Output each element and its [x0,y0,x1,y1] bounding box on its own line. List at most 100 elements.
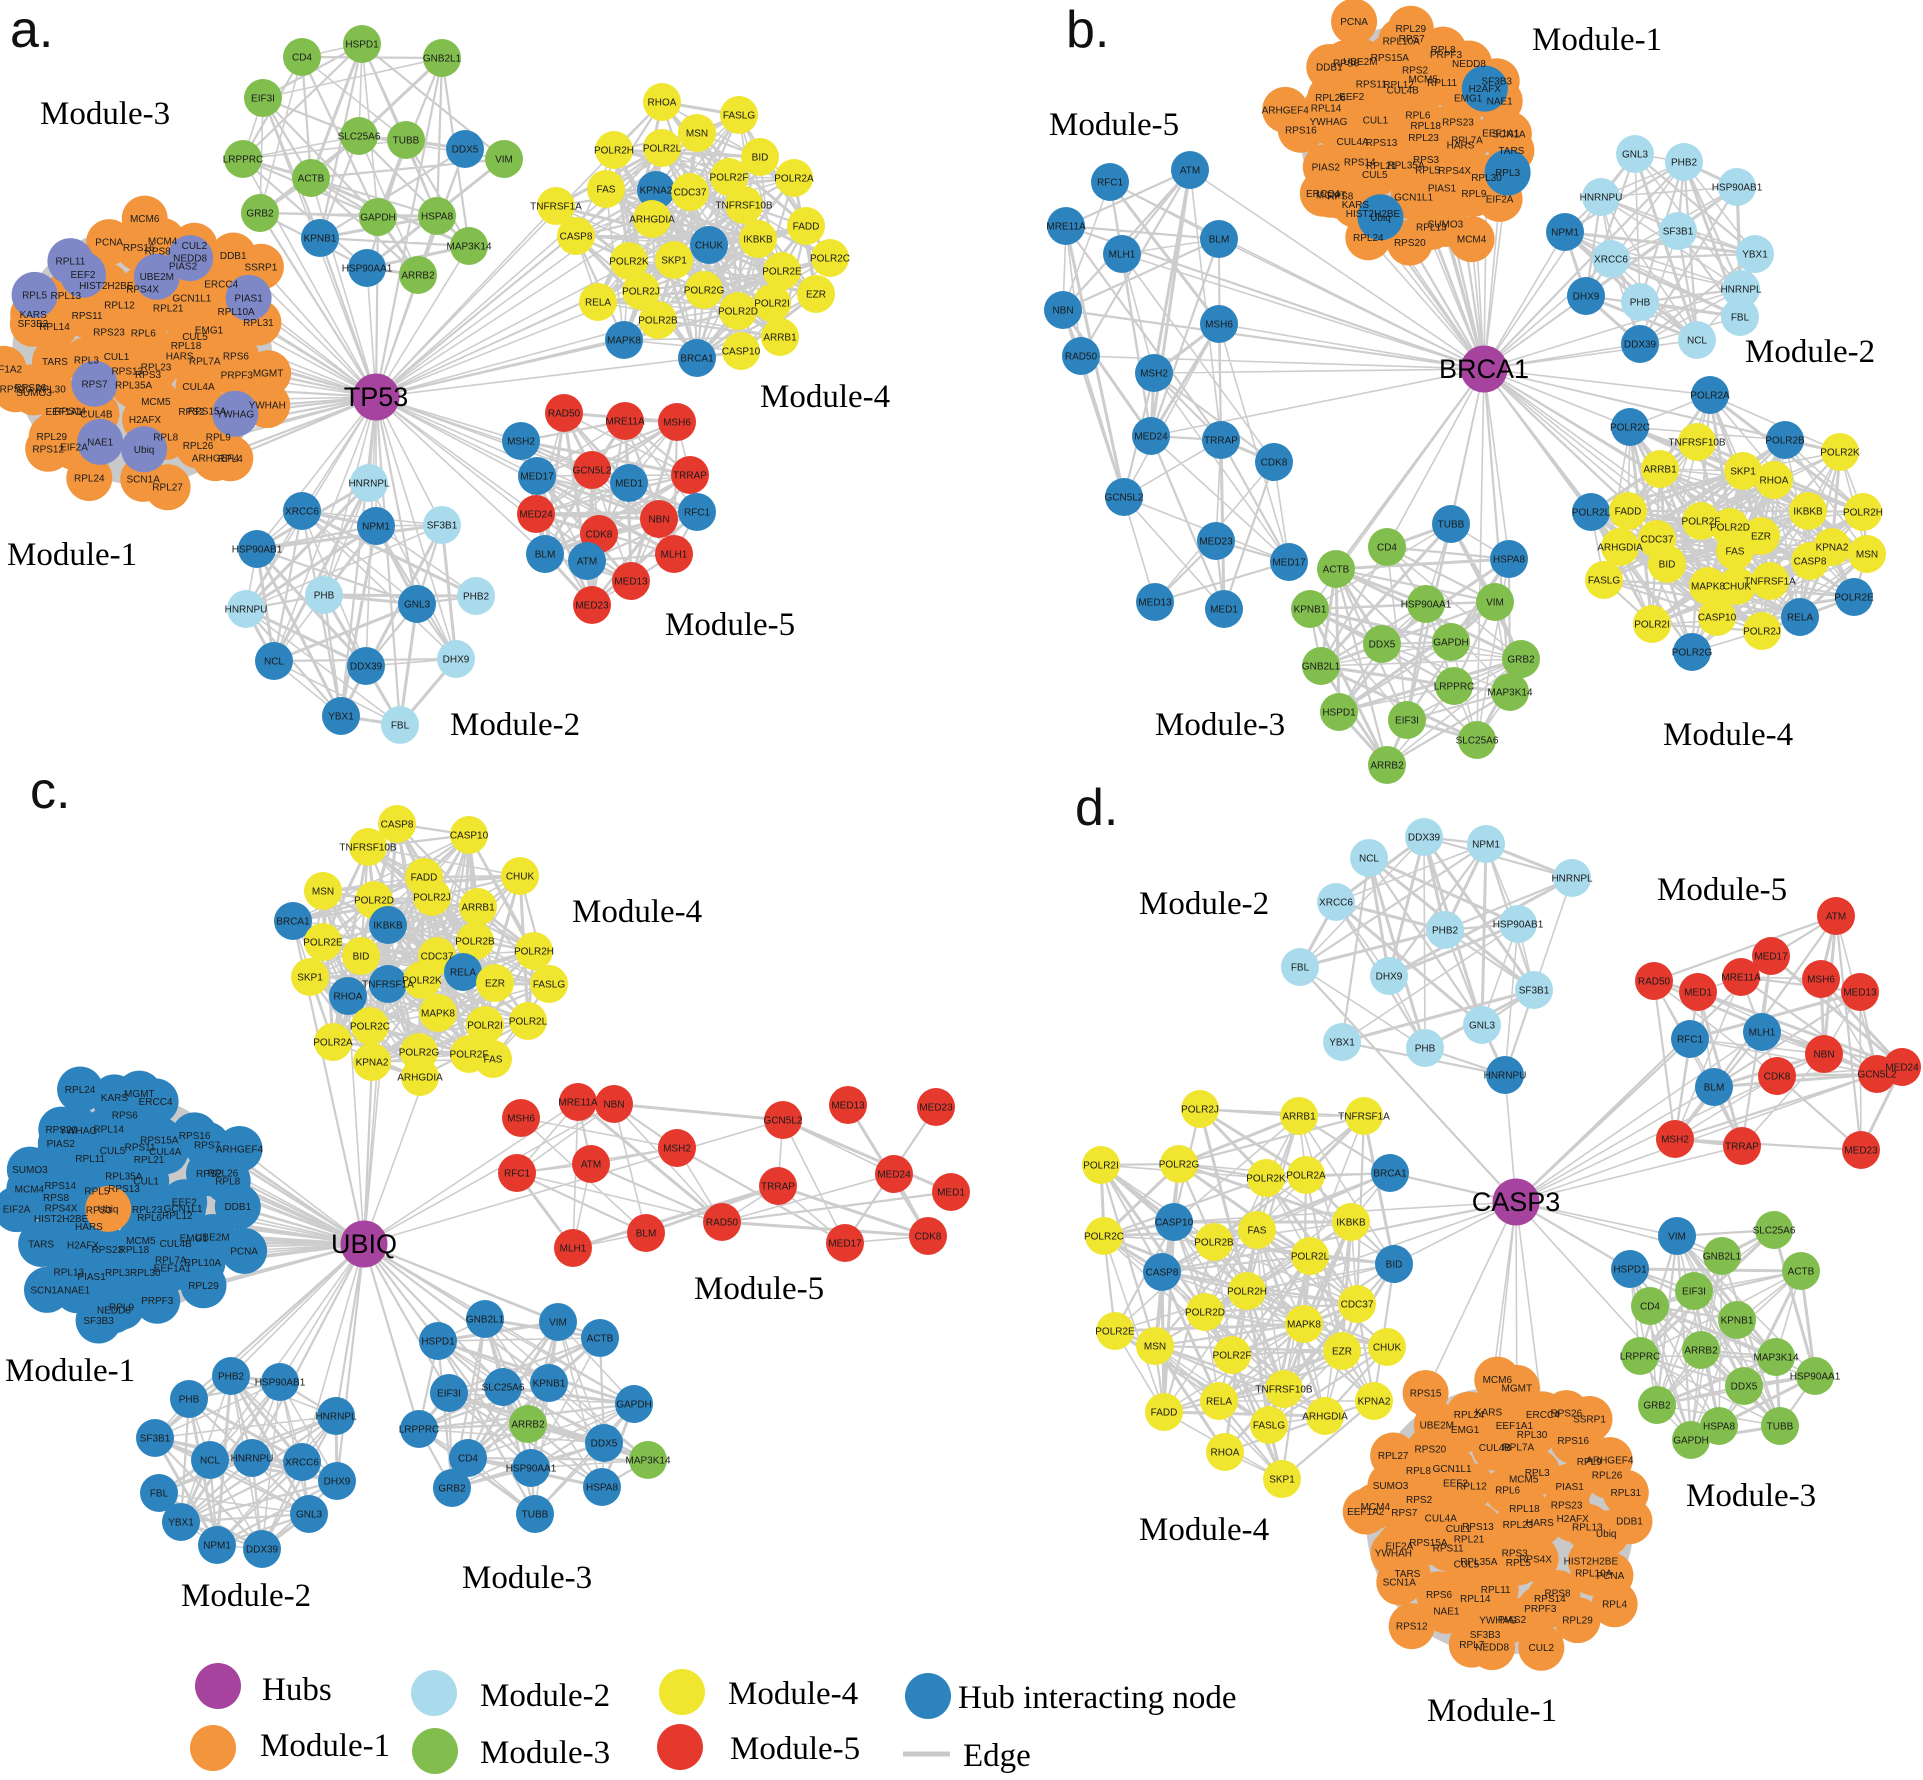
svg-text:MRE11A: MRE11A [605,417,645,428]
svg-text:TARS: TARS [1394,1569,1420,1580]
svg-text:YBX1: YBX1 [1742,250,1768,261]
svg-text:FADD: FADD [1151,1408,1178,1419]
svg-text:GAPDH: GAPDH [616,1400,652,1411]
svg-text:SUMO3: SUMO3 [16,388,52,399]
svg-text:SF3B1: SF3B1 [140,1434,171,1445]
svg-text:DDB1: DDB1 [1616,1517,1643,1528]
svg-text:RPL30: RPL30 [130,1268,161,1279]
svg-text:DDX39: DDX39 [246,1545,279,1556]
svg-text:RPS14: RPS14 [54,406,86,417]
svg-text:RPL24: RPL24 [1353,233,1384,244]
svg-text:CUL1: CUL1 [1446,1524,1472,1535]
svg-text:EMG1: EMG1 [195,326,224,337]
svg-text:UBE2M: UBE2M [1420,1420,1454,1431]
svg-text:RPL24: RPL24 [1454,1410,1485,1421]
svg-text:RPS14: RPS14 [1344,158,1376,169]
svg-text:FAS: FAS [484,1055,503,1066]
svg-text:FADD: FADD [411,873,438,884]
svg-text:MLH1: MLH1 [1749,1028,1776,1039]
svg-text:CDK8: CDK8 [1261,458,1288,469]
svg-text:RPL10A: RPL10A [1575,1568,1613,1579]
svg-text:SSRP1: SSRP1 [245,262,278,273]
svg-text:XRCC6: XRCC6 [285,507,319,518]
svg-text:RPS16: RPS16 [1557,1436,1589,1447]
svg-text:POLR2C: POLR2C [350,1022,390,1033]
svg-text:POLR2B: POLR2B [638,316,678,327]
svg-text:RPL29: RPL29 [188,1281,219,1292]
svg-text:NEDD8: NEDD8 [97,1306,131,1317]
svg-text:EZR: EZR [1751,532,1771,543]
svg-text:RPL14: RPL14 [39,322,70,333]
svg-text:POLR2D: POLR2D [1185,1308,1225,1319]
svg-text:EMG1: EMG1 [1451,1425,1480,1436]
svg-text:SKP1: SKP1 [297,973,323,984]
svg-text:DHX9: DHX9 [1573,292,1600,303]
svg-text:MED24: MED24 [877,1170,911,1181]
svg-text:CUL4B: CUL4B [1387,86,1420,97]
svg-text:EZR: EZR [806,290,826,301]
svg-text:BRCA1: BRCA1 [276,917,310,928]
svg-text:RPL31: RPL31 [1611,1488,1642,1499]
svg-text:RPS12: RPS12 [32,444,64,455]
svg-text:ATM: ATM [581,1160,601,1171]
svg-text:ARRB2: ARRB2 [511,1420,545,1431]
svg-text:RPL6: RPL6 [1495,1486,1520,1497]
svg-text:RFC1: RFC1 [684,508,711,519]
svg-text:RPS4X: RPS4X [1438,166,1471,177]
svg-text:TNFRSF1A: TNFRSF1A [1338,1112,1390,1123]
svg-text:GCN5L2: GCN5L2 [764,1116,803,1127]
svg-text:RELA: RELA [1206,1397,1232,1408]
svg-text:MED23: MED23 [575,601,609,612]
svg-text:EIF2A: EIF2A [1386,1541,1414,1552]
svg-text:FADD: FADD [793,222,820,233]
svg-text:RPS8: RPS8 [43,1193,70,1204]
svg-text:RPS7: RPS7 [194,1140,221,1151]
svg-text:POLR2E: POLR2E [1095,1327,1135,1338]
svg-text:CUL5: CUL5 [100,1146,126,1157]
svg-text:RPL35A: RPL35A [1387,161,1425,172]
svg-text:Module-2: Module-2 [480,1678,610,1714]
svg-text:CUL4A: CUL4A [182,382,215,393]
svg-text:CUL5: CUL5 [1454,1560,1480,1571]
svg-text:MCM5: MCM5 [126,1236,156,1247]
svg-text:H2AFX: H2AFX [1557,1514,1590,1525]
svg-text:POLR2G: POLR2G [1672,648,1713,659]
svg-text:DHX9: DHX9 [443,655,470,666]
svg-text:RPL3: RPL3 [1495,168,1520,179]
svg-text:SF3B1: SF3B1 [1519,986,1550,997]
svg-text:GRB2: GRB2 [1507,655,1535,666]
svg-text:BID: BID [353,952,370,963]
svg-text:RPS8: RPS8 [1544,1589,1571,1600]
svg-text:MGMT: MGMT [124,1089,155,1100]
svg-text:MAPK8: MAPK8 [1287,1320,1321,1331]
svg-text:GAPDH: GAPDH [1433,638,1469,649]
svg-text:RPL5: RPL5 [1506,1558,1531,1569]
svg-text:PIAS1: PIAS1 [77,1272,106,1283]
svg-text:ARHGEF4: ARHGEF4 [1586,1456,1634,1467]
svg-text:POLR2I: POLR2I [1634,620,1670,631]
svg-text:SF3B3: SF3B3 [1470,1630,1501,1641]
svg-text:RPS15A: RPS15A [1409,1538,1448,1549]
svg-text:CHUK: CHUK [695,241,724,252]
svg-text:SCN1A: SCN1A [127,474,161,485]
svg-text:KPNA2: KPNA2 [1816,543,1849,554]
svg-text:ERCC4: ERCC4 [1306,189,1340,200]
svg-text:NEDD8: NEDD8 [1452,59,1486,70]
svg-text:PRPF3: PRPF3 [1524,1604,1557,1615]
svg-text:TRRAP: TRRAP [761,1182,795,1193]
svg-text:MAP3K14: MAP3K14 [1487,688,1532,699]
svg-text:SUMO3: SUMO3 [1373,1481,1409,1492]
svg-text:RPL27: RPL27 [152,483,183,494]
svg-text:EIF3I: EIF3I [437,1389,461,1400]
svg-text:CDC37: CDC37 [1341,1300,1374,1311]
svg-text:TUBB: TUBB [522,1510,549,1521]
svg-text:RPL24: RPL24 [74,474,105,485]
svg-text:MCM6: MCM6 [130,214,160,225]
svg-text:PRPF3: PRPF3 [141,1296,174,1307]
svg-text:MSN: MSN [1144,1342,1166,1353]
svg-text:GNL3: GNL3 [1622,150,1649,161]
svg-text:HSP90AB1: HSP90AB1 [232,545,283,556]
svg-text:RPL8: RPL8 [215,1176,240,1187]
svg-text:POLR2L: POLR2L [1291,1252,1330,1263]
svg-text:BRCA1: BRCA1 [680,354,714,365]
